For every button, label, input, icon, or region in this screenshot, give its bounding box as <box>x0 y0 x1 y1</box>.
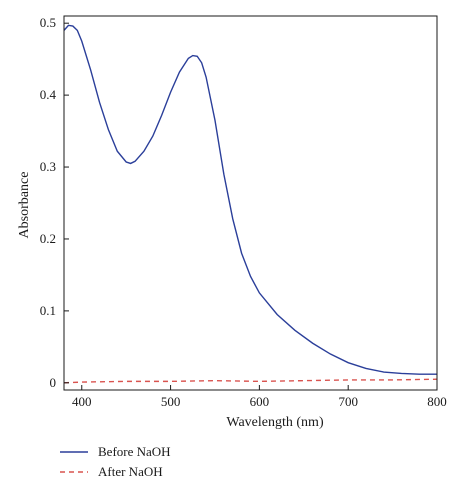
y-tick-label: 0.2 <box>40 231 56 246</box>
series-layer <box>63 24 438 384</box>
legend-label-before-naoh: Before NaOH <box>98 444 171 459</box>
legend: Before NaOH After NaOH <box>60 444 171 479</box>
x-tick-label: 400 <box>72 394 92 409</box>
y-tick-label: 0.1 <box>40 303 56 318</box>
series-line-after-naoh <box>63 378 438 384</box>
y-ticks: 0 0.1 0.2 0.3 0.4 0.5 <box>40 15 69 390</box>
y-tick-label: 0.4 <box>40 87 57 102</box>
x-ticks: 400 500 600 700 800 <box>72 385 447 409</box>
x-tick-label: 500 <box>161 394 181 409</box>
x-tick-label: 600 <box>250 394 270 409</box>
legend-label-after-naoh: After NaOH <box>98 464 163 479</box>
x-axis-label: Wavelength (nm) <box>226 415 324 430</box>
y-tick-label: 0 <box>50 375 57 390</box>
y-tick-label: 0.5 <box>40 15 56 30</box>
x-tick-label: 700 <box>338 394 358 409</box>
x-tick-label: 800 <box>427 394 447 409</box>
y-axis-label: Absorbance <box>17 172 32 239</box>
y-tick-label: 0.3 <box>40 159 56 174</box>
series-line-before-naoh <box>63 24 437 375</box>
plot-frame <box>63 15 438 391</box>
